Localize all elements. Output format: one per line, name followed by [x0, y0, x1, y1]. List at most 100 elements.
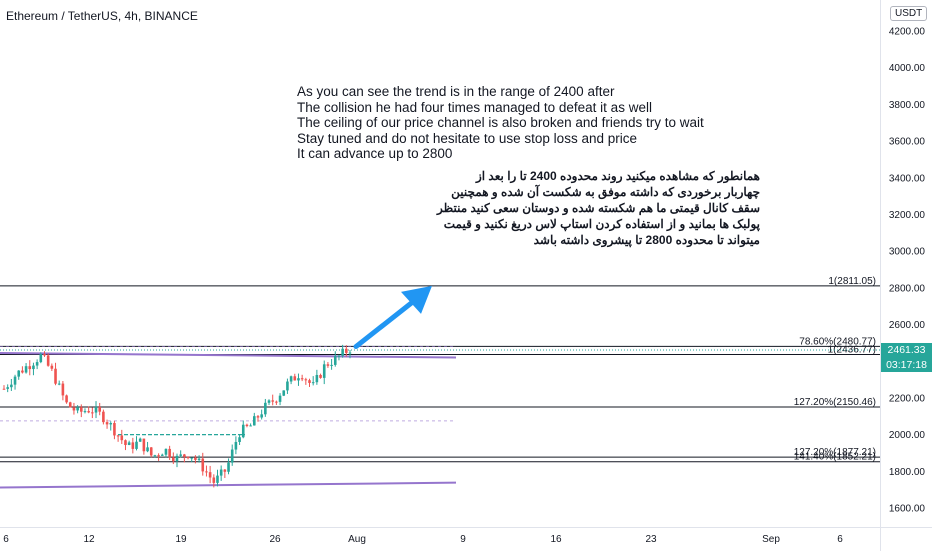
time-tick-label: 16: [550, 534, 562, 545]
candle-body: [271, 400, 275, 402]
candle-body: [201, 458, 205, 472]
candle-body: [275, 401, 278, 403]
chart-area[interactable]: 1(2811.05) 78.60%(2480.77) 1(2436.77) 127.2…: [0, 0, 880, 527]
price-axis[interactable]: 4200.00 4000.00 3800.00 3600.00 3400.00 3200.…: [880, 0, 932, 527]
candle-body: [289, 376, 293, 382]
candle-body: [35, 362, 39, 366]
price-tick-label: 2200.00: [889, 393, 926, 404]
candle-body: [160, 454, 164, 456]
candle-body: [208, 472, 212, 478]
candle-body: [65, 395, 68, 403]
candle-body: [17, 370, 21, 377]
time-tick-label: Aug: [348, 534, 366, 545]
candle-body: [278, 395, 282, 402]
candle-body: [109, 423, 113, 425]
candle-body: [57, 383, 61, 385]
currency-badge[interactable]: USDT: [890, 6, 928, 21]
annotation-english: As you can see the trend is in the range…: [297, 84, 704, 162]
candle-body: [142, 438, 146, 452]
time-axis[interactable]: 6 12 19 26 Aug 9 16 23 Sep 6: [0, 527, 880, 551]
candle-body: [322, 364, 326, 378]
annotation-en-line: Stay tuned and do not hesitate to use st…: [297, 130, 637, 146]
annotation-en-line: It can advance up to 2800: [297, 146, 453, 161]
candle-body: [190, 457, 194, 459]
candle-body: [333, 355, 337, 365]
symbol-title[interactable]: Ethereum / TetherUS, 4h, BINANCE: [6, 9, 198, 23]
candle-body: [234, 441, 238, 450]
candle-body: [260, 414, 263, 418]
time-tick-label: 19: [175, 534, 187, 545]
candle-body: [76, 407, 79, 411]
annotation-fa-line: چهاربار برخوردی که داشته موفق به شکست آن…: [451, 185, 760, 199]
price-tick-label: 1600.00: [889, 504, 926, 515]
candle-body: [91, 412, 94, 414]
candle-body: [98, 407, 102, 412]
candle-body: [319, 374, 322, 378]
price-chart[interactable]: 1(2811.05) 78.60%(2480.77)1(2436.77) 127.2…: [0, 0, 880, 527]
candle-body: [87, 411, 90, 413]
candle-body: [267, 400, 271, 403]
annotation-persian: همانطور که مشاهده میکنید روند محدوده 240…: [436, 168, 760, 248]
fib-level-label: 1(2436.77): [828, 344, 876, 355]
candle-body: [46, 355, 50, 366]
candle-body: [315, 374, 319, 383]
candle-body: [348, 352, 352, 354]
candle-body: [39, 354, 43, 363]
candle-body: [54, 368, 57, 384]
channel-top-line: [0, 351, 457, 359]
candle-body: [326, 364, 330, 366]
annotation-en-line: The ceiling of our price channel is also…: [297, 115, 704, 130]
annotation-fa-line: همانطور که مشاهده میکنید روند محدوده 240…: [475, 169, 760, 183]
candle-body: [72, 407, 76, 411]
candle-body: [146, 447, 149, 452]
fib-level-label: 78.60%(2480.77): [799, 336, 876, 347]
candle-body: [149, 447, 153, 456]
candle-body: [28, 366, 32, 370]
time-tick-label: 9: [460, 534, 466, 545]
fib-level-label: 127.20%(1877.21): [794, 447, 876, 458]
candle-body: [138, 438, 142, 442]
candle-body: [241, 424, 245, 438]
candle-body: [308, 380, 311, 383]
candle-body: [293, 376, 297, 381]
candle-body: [194, 457, 197, 460]
candle-body: [219, 469, 223, 476]
price-tick-label: 3800.00: [889, 100, 926, 111]
arrow-shaft: [353, 300, 415, 350]
price-tick-label: 3400.00: [889, 173, 926, 184]
candle-body: [264, 402, 267, 415]
candle-body: [157, 455, 160, 457]
arrow-head: [401, 285, 432, 314]
candle-body: [223, 469, 227, 472]
time-tick-label: 6: [837, 534, 843, 545]
projection-arrow: [353, 285, 432, 350]
candle-body: [168, 448, 171, 458]
candle-body: [311, 382, 315, 384]
candle-body: [94, 407, 98, 413]
candle-body: [13, 376, 17, 385]
axis-corner: [880, 527, 932, 551]
candle-body: [297, 378, 300, 381]
candle-body: [249, 425, 252, 427]
price-tick-label: 2600.00: [889, 320, 926, 331]
candle-body: [32, 365, 35, 370]
candle-body: [216, 475, 219, 483]
countdown-badge: 03:17:18: [881, 358, 932, 372]
price-tick-label: 3200.00: [889, 210, 926, 221]
time-tick-label: Sep: [762, 534, 780, 545]
candle-body: [212, 477, 216, 483]
price-tick-label: 1800.00: [889, 467, 926, 478]
price-axis-labels: 4200.00 4000.00 3800.00 3600.00 3400.00 3200.…: [889, 27, 926, 515]
candle-body: [205, 471, 208, 473]
time-axis-labels: 6 12 19 26 Aug 9 16 23 Sep 6: [3, 534, 843, 545]
candle-body: [345, 348, 348, 353]
candle-body: [282, 390, 286, 396]
candle-body: [172, 457, 175, 462]
candle-body: [256, 416, 260, 418]
annotation-fa-line: سقف کانال قیمتی ما هم شکسته شده و دوستان…: [436, 201, 760, 215]
candle-body: [330, 364, 333, 366]
candle-body: [175, 455, 179, 462]
candle-body: [50, 365, 54, 369]
fib-level-label: 1(2811.05): [828, 276, 876, 287]
candle-body: [6, 387, 9, 389]
